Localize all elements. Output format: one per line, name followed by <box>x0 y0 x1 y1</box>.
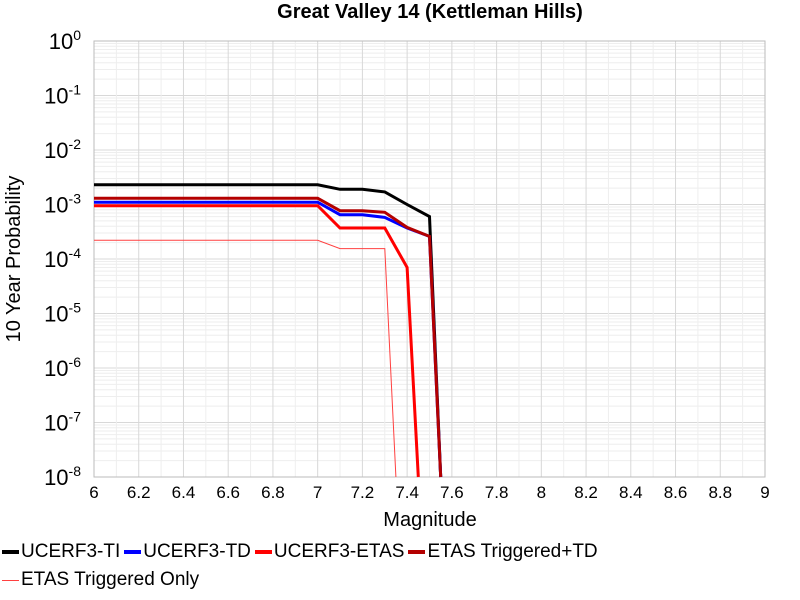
x-tick-label: 7.8 <box>485 483 509 502</box>
y-tick-base: 10 <box>49 29 73 54</box>
y-tick-base: 10 <box>44 356 68 381</box>
legend-swatch <box>2 550 19 554</box>
y-tick-label: 100 <box>49 27 81 54</box>
legend-item-ucerf3-ti: UCERF3-TI <box>2 541 120 563</box>
series-line-ucerf3-ti <box>94 183 443 478</box>
y-tick-label: 10-7 <box>44 409 81 436</box>
y-tick-label: 10-4 <box>44 245 81 272</box>
x-axis-label: Magnitude <box>383 509 476 531</box>
y-tick-base: 10 <box>44 193 68 218</box>
y-tick-exponent: -4 <box>69 245 82 261</box>
y-tick-exponent: -7 <box>69 409 82 425</box>
y-tick-base: 10 <box>44 84 68 109</box>
legend-row: ETAS Triggered Only <box>2 566 798 594</box>
series-line-etas-triggered-td <box>94 196 443 478</box>
y-tick-exponent: -5 <box>69 300 82 316</box>
series-line-etas-triggered-only <box>94 239 397 478</box>
legend-item-etas-triggered-td: ETAS Triggered+TD <box>408 541 598 563</box>
y-tick-label: 10-5 <box>44 300 81 327</box>
x-tick-label: 7.2 <box>351 483 375 502</box>
y-axis-label: 10 Year Probability <box>3 176 25 343</box>
series-lines <box>94 183 443 478</box>
y-tick-base: 10 <box>44 465 68 490</box>
legend-label: UCERF3-ETAS <box>273 541 405 562</box>
y-tick-exponent: -1 <box>69 82 82 98</box>
y-tick-exponent: 0 <box>73 27 81 43</box>
x-tick-label: 8.2 <box>574 483 598 502</box>
legend-label: ETAS Triggered+TD <box>427 541 598 562</box>
x-tick-label: 6 <box>89 483 98 502</box>
y-tick-label: 10-3 <box>44 191 81 218</box>
legend-swatch <box>408 550 426 554</box>
y-tick-base: 10 <box>44 411 68 436</box>
y-tick-exponent: -8 <box>69 463 82 479</box>
x-tick-label: 7 <box>313 483 322 502</box>
legend-item-etas-triggered-only: ETAS Triggered Only <box>2 569 199 591</box>
chart: Great Valley 14 (Kettleman Hills) 6 6.2 6.… <box>3 1 770 531</box>
x-tick-label: 6.4 <box>172 483 196 502</box>
y-tick-exponent: -6 <box>69 354 82 370</box>
y-tick-label: 10-6 <box>44 354 81 381</box>
y-tick-label: 10-1 <box>44 82 81 109</box>
x-tick-label: 6.8 <box>261 483 285 502</box>
legend-item-ucerf3-etas: UCERF3-ETAS <box>254 541 405 563</box>
chart-title: Great Valley 14 (Kettleman Hills) <box>277 1 583 23</box>
x-tick-label: 7.4 <box>395 483 419 502</box>
x-tick-label: 8.4 <box>619 483 643 502</box>
plot-area <box>93 40 766 478</box>
x-tick-label: 7.6 <box>440 483 464 502</box>
x-tick-label: 6.2 <box>127 483 151 502</box>
legend-label: UCERF3-TD <box>143 541 251 562</box>
x-tick-label: 8.8 <box>708 483 732 502</box>
x-tick-label: 8 <box>537 483 546 502</box>
y-tick-exponent: -3 <box>69 191 82 207</box>
y-tick-base: 10 <box>44 302 68 327</box>
legend-row: UCERF3-TI UCERF3-TD UCERF3-ETAS ETAS Tri… <box>2 538 798 566</box>
legend-swatch <box>124 550 142 554</box>
series-line-ucerf3-td <box>94 200 443 478</box>
legend: UCERF3-TI UCERF3-TD UCERF3-ETAS ETAS Tri… <box>2 538 798 594</box>
legend-swatch <box>2 579 19 581</box>
series-line-ucerf3-etas <box>94 204 420 478</box>
x-tick-label: 8.6 <box>664 483 688 502</box>
x-tick-labels: 6 6.2 6.4 6.6 6.8 7 7.2 7.4 7.6 7.8 8 8.2 8.4 8.6 8.8 9 <box>89 483 769 502</box>
legend-label: ETAS Triggered Only <box>21 569 200 590</box>
legend-swatch <box>254 550 272 554</box>
y-tick-base: 10 <box>44 138 68 163</box>
y-tick-base: 10 <box>44 247 68 272</box>
x-tick-label: 6.6 <box>216 483 240 502</box>
y-tick-exponent: -2 <box>69 136 82 152</box>
y-tick-label: 10-2 <box>44 136 81 163</box>
legend-item-ucerf3-td: UCERF3-TD <box>124 541 251 563</box>
x-tick-label: 9 <box>760 483 769 502</box>
legend-label: UCERF3-TI <box>21 541 121 562</box>
y-tick-label: 10-8 <box>44 463 81 490</box>
